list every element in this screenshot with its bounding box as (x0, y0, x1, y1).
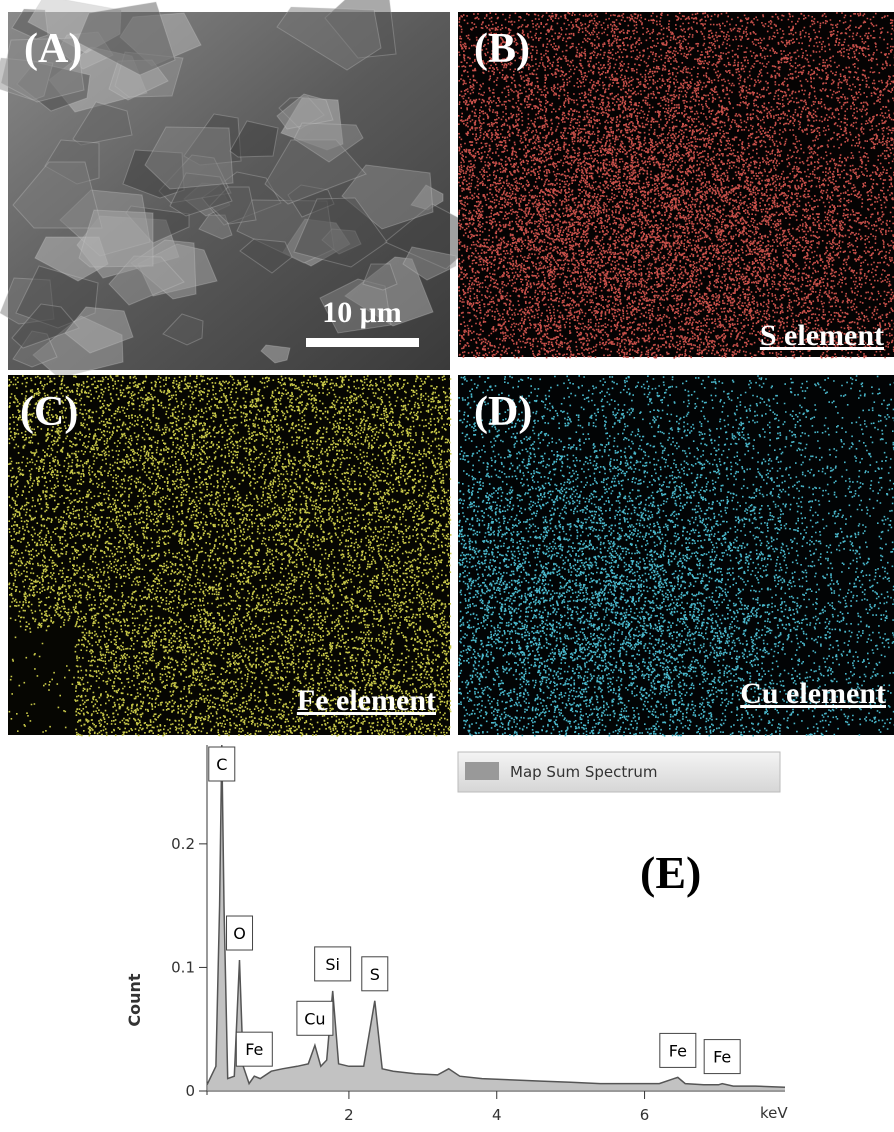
panel-caption: Fe element (297, 684, 436, 717)
image-panels: (A) (B) (C) (D) 10 μm S element Fe eleme… (0, 0, 894, 737)
spectrum-line (207, 745, 785, 1087)
panel-label: (D) (474, 389, 532, 435)
panel-label: (B) (474, 26, 530, 72)
spectrum-chart: (E) Count keV 0 0.1 0.2 2 4 6 Map Sum Spectrum… (125, 745, 788, 1124)
y-axis-label: Count (125, 973, 144, 1027)
legend-label: Map Sum Spectrum (510, 763, 658, 781)
panel-label: (A) (24, 26, 82, 72)
panel-label: (C) (20, 389, 78, 435)
y-tick-label: 0.1 (171, 958, 195, 976)
figure: (A) (B) (C) (D) 10 μm S element Fe eleme… (0, 0, 894, 1132)
legend-swatch (465, 762, 499, 780)
x-tick-label: 2 (344, 1106, 354, 1124)
x-tick-label: 6 (640, 1106, 650, 1124)
panel-caption: Cu element (740, 677, 886, 710)
panel-caption: S element (760, 319, 884, 352)
scale-bar-label: 10 μm (322, 296, 402, 329)
peak-label: S (370, 965, 380, 984)
spectrum-area (207, 745, 785, 1091)
peak-label: Fe (669, 1041, 687, 1060)
peak-label: Fe (245, 1040, 263, 1059)
x-axis-label: keV (760, 1104, 788, 1122)
peak-label: Fe (713, 1048, 731, 1067)
x-tick-label: 4 (492, 1106, 502, 1124)
scale-bar (306, 338, 419, 347)
y-tick-label: 0.2 (171, 835, 195, 853)
y-tick-label: 0 (185, 1082, 195, 1100)
panel-label: (E) (640, 847, 701, 898)
peak-label: C (216, 755, 227, 774)
peak-label: Si (325, 955, 340, 974)
peak-label: O (233, 924, 246, 943)
peak-label: Cu (304, 1009, 325, 1028)
